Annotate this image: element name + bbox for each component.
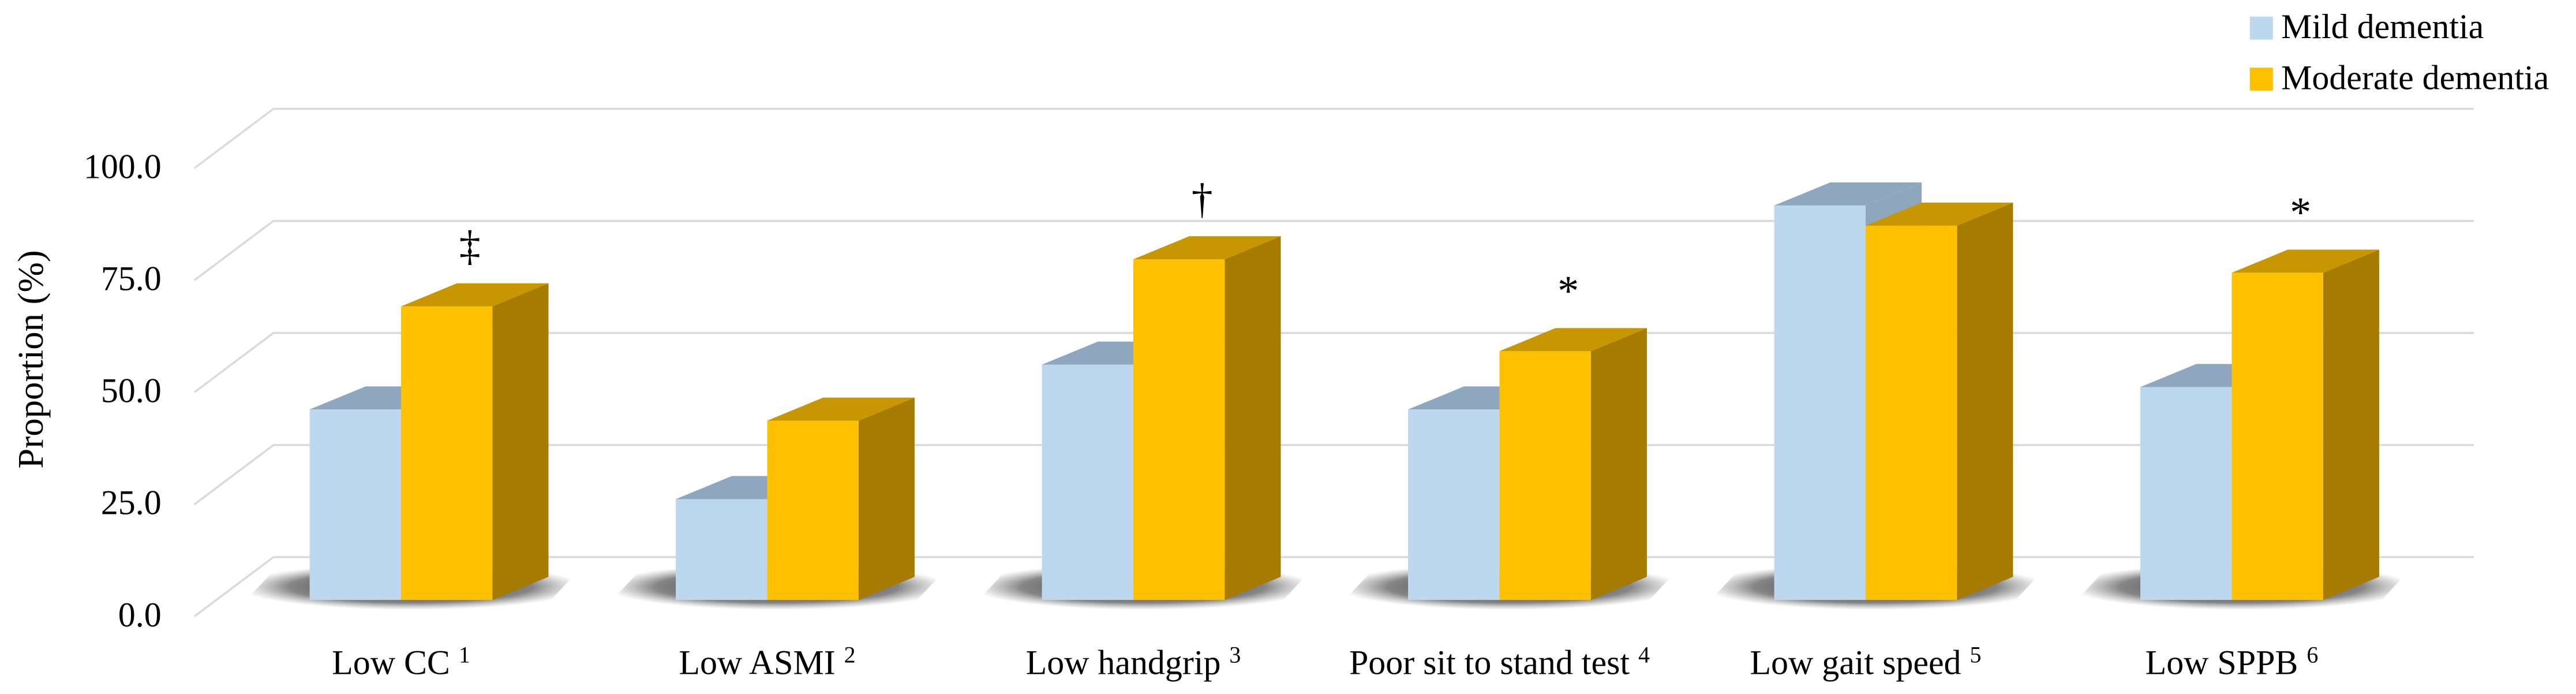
significance-marker: ‡: [459, 223, 481, 270]
bar: [676, 499, 767, 600]
x-tick-label: Low handgrip 3: [1026, 642, 1241, 682]
gridline: [193, 107, 2474, 169]
y-axis-label: Proportion (%): [10, 250, 51, 468]
x-axis-labels: Low CC 1 Low ASMI 2 Low handgrip 3 Poor sit…: [332, 642, 2318, 682]
floor-shadows: [237, 564, 2416, 610]
x-tick-label: Low SPPB 6: [2146, 642, 2319, 682]
x-tick-label: Low gait speed 5: [1750, 642, 1981, 682]
bar: [2140, 387, 2232, 600]
x-tick-label: Poor sit to stand test 4: [1349, 642, 1650, 682]
y-tick-label: 25.0: [101, 484, 162, 522]
bar-top: [401, 283, 549, 307]
bar-side: [1590, 328, 1647, 600]
significance-marker: †: [1192, 176, 1213, 223]
gridline: [193, 556, 2474, 618]
legend-label-moderate: Moderate dementia: [2281, 58, 2549, 96]
bar: [1408, 409, 1500, 600]
y-axis-ticks: 0.0 25.0 50.0 75.0 100.0: [84, 147, 162, 633]
bar-top: [2231, 249, 2379, 273]
gridline: [193, 219, 2474, 281]
bar-top: [1133, 236, 1281, 260]
significance-marker: *: [2290, 189, 2311, 236]
legend-label-mild: Mild dementia: [2281, 8, 2484, 46]
bar-top: [1774, 182, 1922, 206]
bar: [309, 409, 402, 600]
legend: Mild dementia Moderate dementia: [2249, 8, 2549, 96]
gridline: [193, 444, 2474, 505]
y-tick-label: 0.0: [118, 596, 162, 634]
x-tick-label: Low ASMI 2: [679, 642, 855, 682]
bar-side: [492, 283, 549, 600]
gridline: [193, 332, 2474, 393]
y-tick-label: 100.0: [84, 147, 162, 185]
bar: [1133, 259, 1225, 600]
bar-top: [1865, 202, 2013, 226]
legend-swatch-moderate: [2249, 68, 2273, 91]
bar: [1774, 205, 1866, 600]
y-tick-label: 50.0: [101, 372, 162, 410]
bar: [401, 306, 493, 600]
significance-marker: *: [1557, 267, 1579, 315]
legend-swatch-mild: [2249, 16, 2273, 40]
bar-side: [1225, 236, 1281, 600]
bar: [1499, 351, 1591, 600]
bars: [309, 182, 2379, 600]
bar: [767, 420, 859, 600]
bar: [1042, 364, 1133, 600]
bar-side: [858, 397, 915, 600]
bar: [1865, 225, 1957, 600]
bar-top: [1499, 328, 1647, 352]
x-tick-label: Low CC 1: [332, 642, 470, 682]
bar-side: [1957, 202, 2013, 600]
gridlines: [193, 107, 2474, 618]
significance-markers: ‡ † * *: [459, 176, 2312, 315]
y-tick-label: 75.0: [101, 260, 162, 298]
bar-side: [2323, 249, 2379, 600]
bar: [2231, 273, 2323, 600]
bar-top: [767, 397, 915, 421]
